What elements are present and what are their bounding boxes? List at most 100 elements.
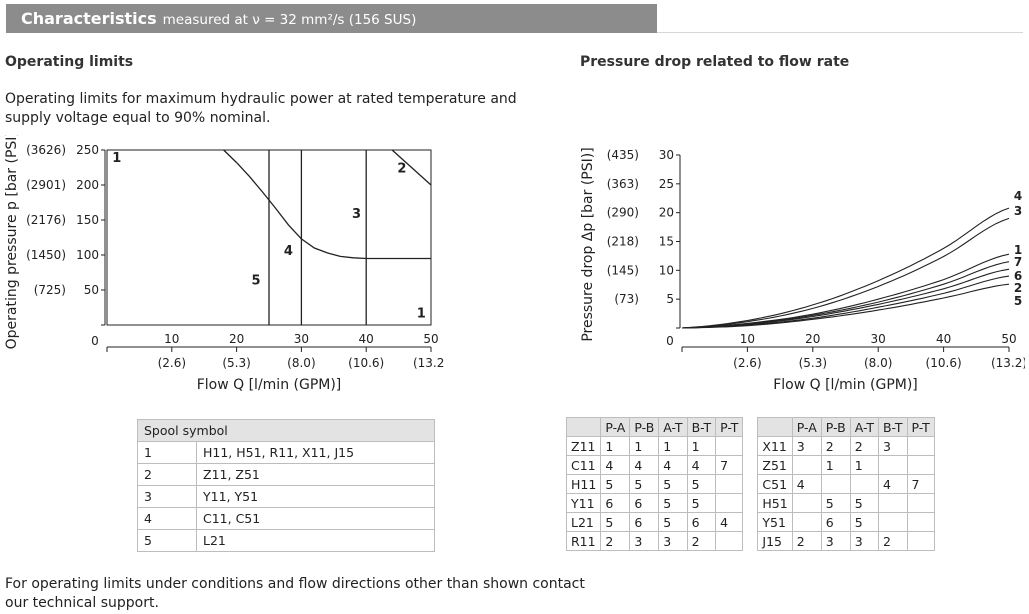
pressure-drop-heading: Pressure drop related to flow rate bbox=[580, 54, 850, 70]
spool-symbol-header: Spool symbol bbox=[137, 419, 435, 442]
y-tick-label: 150 bbox=[76, 213, 99, 227]
spool-code: Y11 bbox=[565, 493, 602, 513]
curve-label: 3 bbox=[1014, 204, 1022, 218]
spool-symbols: C11, C51 bbox=[196, 507, 435, 530]
curve-number-cell: 6 bbox=[629, 512, 660, 532]
curve-number-cell: 3 bbox=[658, 531, 688, 551]
spool-code: R11 bbox=[565, 531, 602, 551]
operating-limits-description: Operating limits for maximum hydraulic p… bbox=[5, 90, 517, 128]
y-tick-label-psi: (2901) bbox=[26, 178, 66, 192]
table-row: 2 Z11, Z51 bbox=[137, 463, 435, 486]
x-axis-title: Flow Q [l/min (GPM)] bbox=[773, 377, 918, 393]
spool-code: H51 bbox=[757, 493, 793, 513]
column-gap bbox=[742, 531, 759, 551]
x-tick-label-gpm: (5.3) bbox=[799, 356, 827, 370]
curve-label: 6 bbox=[1014, 269, 1022, 283]
corner-cell bbox=[757, 417, 793, 437]
x-tick-label-gpm: (10.6) bbox=[348, 356, 384, 370]
y-tick-label: 200 bbox=[76, 178, 99, 192]
x-tick-label: 20 bbox=[805, 332, 820, 346]
table-row: 1 H11, H51, R11, X11, J15 bbox=[137, 441, 435, 464]
table-row: L21 5 6 5 6 4 Y51 6 5 bbox=[565, 512, 935, 532]
curve-number-cell: 1 bbox=[820, 455, 851, 475]
x-tick-label-gpm: (2.6) bbox=[733, 356, 761, 370]
curve-number-cell: 3 bbox=[629, 531, 660, 551]
curve-label: 5 bbox=[1014, 294, 1022, 308]
pressure-curve-3 bbox=[681, 217, 1010, 329]
operating-limits-heading: Operating limits bbox=[5, 54, 134, 70]
curve-number-cell: 5 bbox=[629, 474, 660, 494]
curve-number-cell bbox=[791, 512, 822, 532]
spool-code: C11 bbox=[565, 455, 602, 475]
curve-label: 7 bbox=[1014, 255, 1022, 269]
curve-number-cell: 5 bbox=[849, 512, 879, 532]
curve-number-cell bbox=[715, 531, 744, 551]
curve-number-cell: 1 bbox=[658, 436, 688, 456]
x-tick-label-gpm: (13.2) bbox=[991, 356, 1025, 370]
curve-number-cell: 5 bbox=[658, 512, 688, 532]
column-gap bbox=[742, 436, 759, 456]
y-tick-label: 50 bbox=[84, 283, 99, 297]
spool-symbols: H11, H51, R11, X11, J15 bbox=[196, 441, 435, 464]
y-tick-label: 10 bbox=[659, 263, 674, 277]
region-label: 2 bbox=[397, 162, 406, 177]
curve-number-cell: 2 bbox=[849, 436, 879, 456]
table-row: 4 C11, C51 bbox=[137, 507, 435, 530]
column-header: P-T bbox=[906, 417, 935, 437]
curve-number-cell: 4 bbox=[658, 455, 688, 475]
spool-number: 4 bbox=[137, 507, 197, 530]
column-header: A-T bbox=[658, 417, 688, 437]
x-tick-label: 50 bbox=[423, 332, 438, 346]
y-tick-label-psi: (218) bbox=[607, 235, 639, 249]
curve-number-cell: 4 bbox=[877, 474, 908, 494]
description-line: supply voltage equal to 90% nominal. bbox=[5, 110, 271, 126]
y-tick-label: 20 bbox=[659, 206, 674, 220]
spool-code: J15 bbox=[757, 531, 793, 551]
column-header: B-T bbox=[877, 417, 908, 437]
column-gap bbox=[742, 493, 759, 513]
curve-number-cell: 6 bbox=[600, 493, 631, 513]
spool-code: Y51 bbox=[757, 512, 793, 532]
curve-number-cell: 4 bbox=[600, 455, 631, 475]
y-axis-title: Operating pressure p [bar (PSI)] bbox=[4, 135, 20, 349]
curve-number-cell bbox=[715, 474, 744, 494]
curve-number-cell bbox=[715, 493, 744, 513]
spool-symbols: Y11, Y51 bbox=[196, 485, 435, 508]
curve-number-cell bbox=[906, 531, 935, 551]
column-header: A-T bbox=[849, 417, 879, 437]
curve-number-cell: 7 bbox=[906, 474, 935, 494]
x-axis-title: Flow Q [l/min (GPM)] bbox=[197, 377, 342, 393]
y-tick-label-psi: (73) bbox=[614, 292, 639, 306]
curve-number-cell: 5 bbox=[820, 493, 851, 513]
x-tick-label: 10 bbox=[164, 332, 179, 346]
column-gap bbox=[742, 455, 759, 475]
y-tick-label-psi: (145) bbox=[607, 263, 639, 277]
column-gap bbox=[742, 417, 759, 437]
y-tick-label: 100 bbox=[76, 248, 99, 262]
curve-number-cell: 2 bbox=[600, 531, 631, 551]
header-rule bbox=[657, 32, 1023, 33]
pressure-curve-4 bbox=[681, 207, 1010, 329]
spool-number: 3 bbox=[137, 485, 197, 508]
x-tick-label: 10 bbox=[740, 332, 755, 346]
y-tick-label-psi: (290) bbox=[607, 206, 639, 220]
table-row: 3 Y11, Y51 bbox=[137, 485, 435, 508]
curve-number-cell bbox=[715, 436, 744, 456]
table-header-row: P-A P-B A-T B-T P-T P-A P-B A-T B-T P-T bbox=[565, 417, 935, 437]
region-label: 3 bbox=[352, 207, 361, 222]
region-label: 4 bbox=[284, 244, 293, 259]
footer-line: our technical support. bbox=[5, 595, 159, 611]
curve-number-cell: 4 bbox=[715, 512, 744, 532]
curve-number-cell: 1 bbox=[849, 455, 879, 475]
y-axis-title: Pressure drop Δp [bar (PSI)] bbox=[580, 147, 596, 341]
curve-number-cell: 2 bbox=[820, 436, 851, 456]
region-label: 1 bbox=[112, 151, 121, 166]
curve-number-cell: 5 bbox=[686, 474, 717, 494]
spool-symbols: Z11, Z51 bbox=[196, 463, 435, 486]
curve-number-cell: 1 bbox=[600, 436, 631, 456]
x-tick-label-gpm: (2.6) bbox=[158, 356, 186, 370]
column-header: P-A bbox=[791, 417, 822, 437]
curve-label: 4 bbox=[1014, 189, 1022, 203]
curve-number-cell: 1 bbox=[686, 436, 717, 456]
spool-code: Z11 bbox=[565, 436, 602, 456]
